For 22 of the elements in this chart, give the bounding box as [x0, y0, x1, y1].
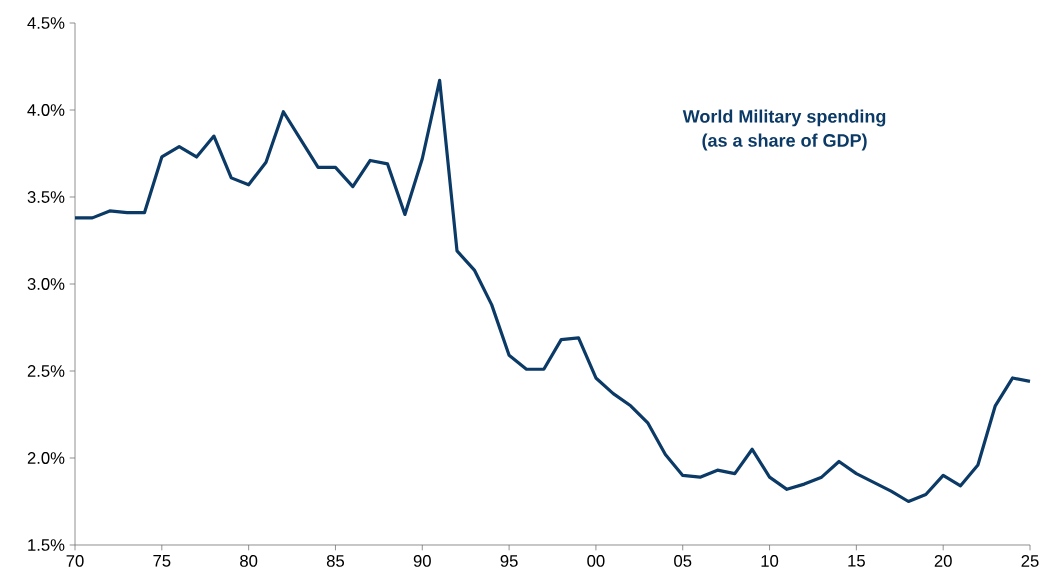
x-tick-label: 75: [153, 555, 171, 567]
y-tick-label: 4.0%: [27, 104, 65, 116]
y-tick-label: 3.0%: [27, 278, 65, 290]
y-tick-label: 4.5%: [27, 17, 65, 29]
x-tick-label: 90: [413, 555, 431, 567]
line-series: [73, 78, 1032, 504]
y-tick-label: 3.5%: [27, 191, 65, 203]
y-tick-label: 2.0%: [27, 452, 65, 464]
y-tick-label: 2.5%: [27, 365, 65, 377]
x-tick-label: 70: [66, 555, 84, 567]
x-tick-label: 15: [848, 555, 865, 567]
x-tick-label: 05: [674, 555, 692, 567]
y-tick-label: 1.5%: [28, 539, 65, 551]
x-tick-label: 85: [326, 555, 345, 567]
x-tick-label: 95: [500, 555, 518, 567]
x-tick-label: 25: [1021, 555, 1039, 567]
text: World Military spending: [682, 109, 886, 127]
x-tick-label: 20: [934, 555, 952, 567]
x-tick-label: 10: [761, 555, 779, 567]
x-tick-label: 00: [587, 555, 605, 567]
text: (as a share of GDP): [702, 133, 867, 151]
x-tick-label: 80: [240, 555, 258, 567]
